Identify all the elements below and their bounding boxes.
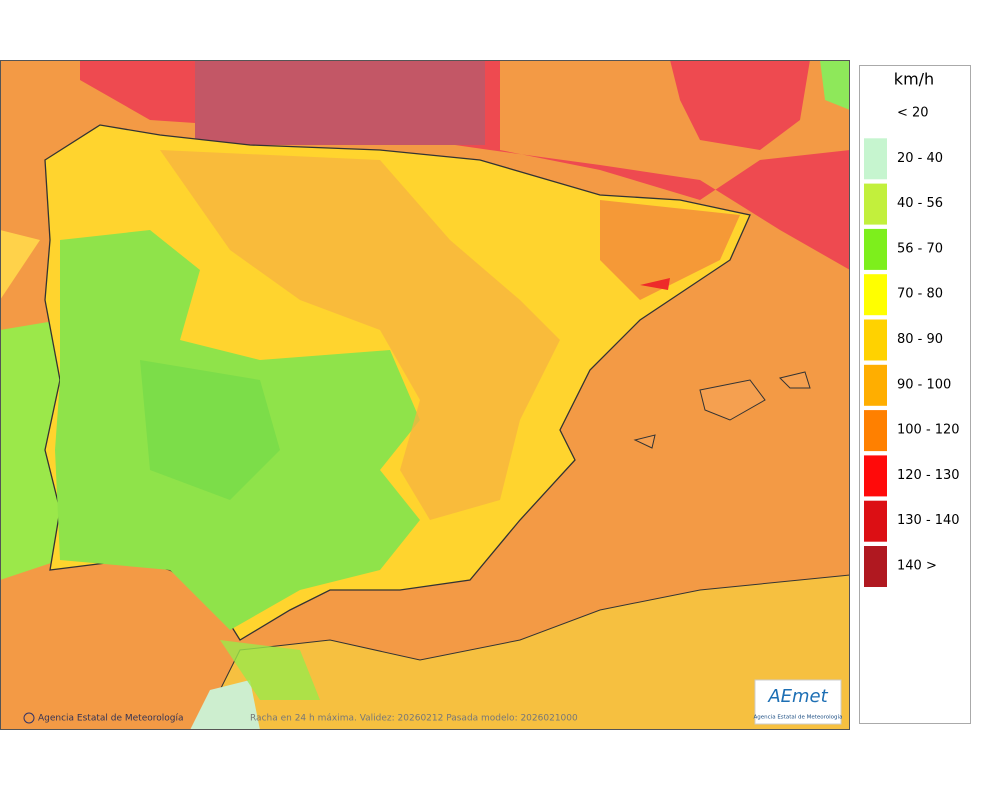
credit: Agencia Estatal de Meteorología: [38, 714, 184, 724]
map-frame: [0, 60, 850, 730]
map: [0, 60, 850, 730]
legend-label: 56 - 70: [897, 241, 943, 256]
legend-swatch: [864, 546, 887, 587]
legend-swatch: [864, 138, 887, 180]
logo-name: AEmet: [767, 686, 828, 707]
legend-label: 70 - 80: [897, 287, 943, 302]
legend-label: 130 - 140: [897, 513, 960, 528]
legend-swatch: [864, 500, 887, 542]
legend-swatch: [864, 319, 887, 361]
legend-label: 40 - 56: [897, 196, 943, 211]
legend-title: km/h: [894, 70, 934, 89]
legend-label: 90 - 100: [897, 377, 951, 392]
legend-swatch: [864, 410, 887, 452]
logo-subtitle: Agencia Estatal de Meteorología: [754, 714, 843, 721]
legend-label: < 20: [897, 106, 929, 121]
legend-label: 120 - 130: [897, 468, 960, 483]
copyright-icon: [23, 712, 35, 724]
legend-swatch: [864, 274, 887, 316]
legend-swatch: [864, 364, 887, 406]
legend-label: 80 - 90: [897, 332, 943, 347]
logo: [754, 679, 842, 725]
legend-label: 20 - 40: [897, 151, 943, 166]
legend-label: 140 >: [897, 559, 937, 574]
legend-swatch: [864, 455, 887, 497]
caption: Racha en 24 h máxima. Validez: 20260212 …: [250, 714, 578, 724]
legend-swatch: [864, 228, 887, 270]
legend-swatch: [864, 183, 887, 225]
legend-label: 100 - 120: [897, 423, 960, 438]
